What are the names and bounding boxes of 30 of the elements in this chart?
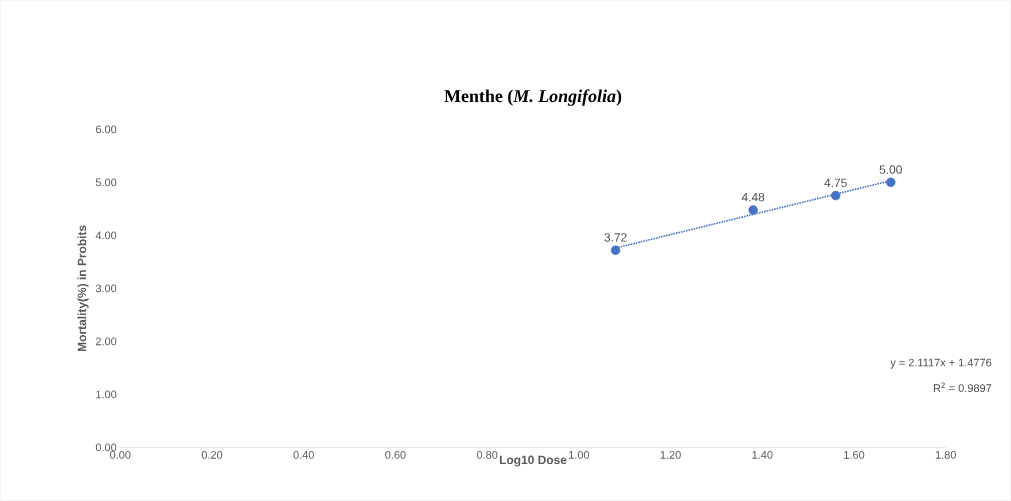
- x-tick-label: 0.80: [476, 451, 498, 459]
- y-tick-label: 1.00: [96, 390, 117, 399]
- y-tick-label: 5.00: [95, 178, 117, 187]
- data-label: 4.48: [741, 193, 765, 202]
- x-tick-label: 1.20: [660, 451, 681, 459]
- point: [886, 177, 896, 188]
- y-tick-label: 4.00: [95, 231, 117, 240]
- x-tick-label: 1.60: [844, 451, 865, 459]
- data-label: 4.75: [824, 178, 847, 188]
- annotation: y = 2.1117x + 1.4776: [890, 358, 992, 369]
- y-tick-label: 0.00: [95, 443, 117, 452]
- data-label: 3.72: [604, 233, 627, 242]
- x-tick-label: 0.00: [110, 451, 131, 459]
- annotation: R$^{2}$ = 0.9897: [933, 382, 992, 393]
- point: [610, 245, 621, 256]
- x-tick-label: 1.80: [935, 451, 956, 459]
- y-tick-label: 2.00: [95, 337, 117, 346]
- y-tick-label: 6.00: [95, 125, 117, 134]
- y-axis-title: Mortality(%) in Probits: [77, 225, 89, 352]
- chart-title: Menthe (M. Longifolia): [444, 89, 622, 106]
- point: [831, 191, 841, 201]
- x-axis-title: Log10 Dose: [499, 455, 567, 467]
- x-tick-label: 0.60: [385, 451, 406, 459]
- x-tick-label: 1.00: [569, 451, 590, 459]
- x-tick-label: 0.40: [293, 451, 314, 459]
- y-tick-label: 3.00: [95, 284, 117, 293]
- x-tick-label: 1.40: [752, 451, 773, 459]
- data-label: 5.00: [879, 165, 902, 174]
- point: [748, 205, 758, 215]
- x-tick-label: 0.20: [201, 451, 223, 459]
